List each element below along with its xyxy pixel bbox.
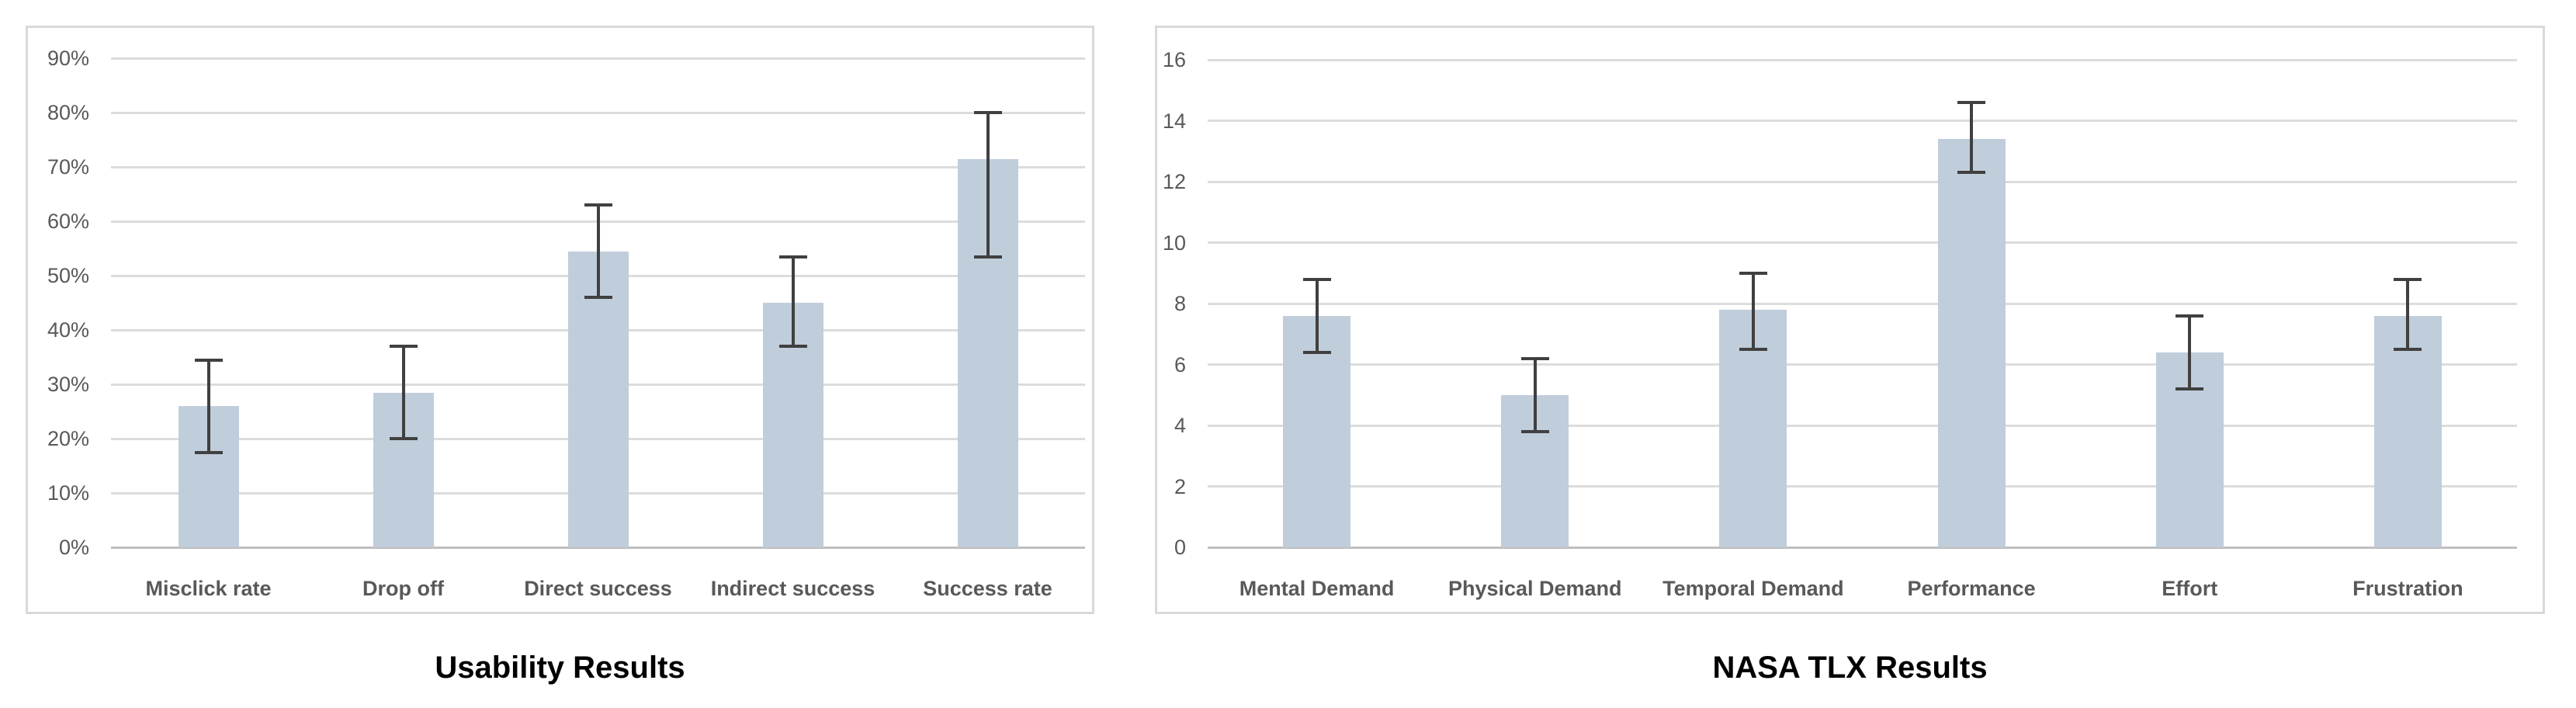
x-category-label-success-rate: Success rate [923,577,1052,600]
error-bar-cap [584,296,612,299]
error-bar-effort [2188,315,2192,389]
error-bar-cap [1302,350,1331,354]
usability-chart-title: Usability Results [435,651,685,685]
gridline [1208,241,2517,244]
x-category-label-physical-demand: Physical Demand [1447,577,1622,600]
bar-frustration [2374,315,2442,547]
error-bar-cap [2176,387,2204,390]
error-bar-cap [2176,314,2204,318]
error-bar-cap [389,437,418,440]
error-bar-cap [973,255,1002,259]
error-bar-cap [1957,171,1986,175]
usability-chart-plot-box: 0% 10% 20% 30% 40% 50% 60% 70% 80% 90% Misclick ra… [26,26,1094,614]
error-bar-success-rate [986,113,990,257]
nasa-tlx-chart-plot-box: 0 2 4 6 8 10 12 14 16 Mental Demand Physical Deman… [1155,26,2545,614]
gridline [1208,58,2517,61]
error-bar-mental-demand [1315,279,1319,352]
error-bar-performance [1970,102,1974,173]
y-tick-label: 2 [1174,474,1186,498]
y-tick-label: 50% [47,264,89,287]
error-bar-direct-success [596,205,600,297]
error-bar-cap [1520,429,1549,433]
error-bar-misclick-rate [206,359,210,453]
gridline [111,111,1085,114]
gridline [1208,363,2517,366]
error-bar-cap [389,345,418,348]
x-category-label-drop-off: Drop off [362,577,444,600]
gridline [111,165,1085,168]
y-tick-label: 6 [1174,352,1186,377]
y-tick-label: 4 [1174,414,1186,437]
x-category-label-frustration: Frustration [2352,577,2463,600]
y-tick-label: 80% [47,101,89,124]
y-tick-label: 30% [47,373,89,396]
error-bar-cap [2394,277,2422,281]
gridline [111,57,1085,60]
error-bar-cap [2394,347,2422,351]
error-bar-cap [1302,277,1331,281]
error-bar-cap [973,111,1002,114]
error-bar-cap [1957,100,1986,104]
y-tick-label: 0 [1174,536,1186,559]
error-bar-cap [1520,356,1549,360]
error-bar-cap [778,345,807,348]
error-bar-temporal-demand [1751,272,1755,349]
x-category-label-mental-demand: Mental Demand [1239,577,1395,600]
error-bar-physical-demand [1533,358,1537,432]
error-bar-frustration [2406,279,2410,349]
y-tick-label: 16 [1162,48,1186,71]
gridline [1208,120,2517,122]
x-category-label-indirect-success: Indirect success [710,577,875,600]
error-bar-cap [194,358,223,362]
y-tick-label: 12 [1162,170,1186,193]
error-bar-cap [584,203,612,206]
bar-performance [1938,139,2006,547]
y-tick-label: 90% [47,47,89,70]
y-tick-label: 70% [47,155,89,179]
x-category-label-effort: Effort [2162,577,2218,600]
error-bar-cap [194,450,223,454]
y-tick-label: 14 [1162,109,1186,133]
bar-mental-demand [1283,315,1350,547]
x-axis-line [1208,546,2517,549]
error-bar-cap [1739,271,1767,275]
y-tick-label: 10% [47,481,89,505]
y-tick-label: 20% [47,427,89,450]
gridline [1208,485,2517,488]
x-category-label-performance: Performance [1907,577,2036,600]
y-tick-label: 8 [1174,292,1186,315]
gridline [1208,424,2517,427]
error-bar-indirect-success [791,256,795,346]
nasa-tlx-chart-title: NASA TLX Results [1712,651,1988,685]
error-bar-cap [778,255,807,259]
x-category-label-direct-success: Direct success [524,577,672,600]
gridline [1208,302,2517,305]
x-category-label-temporal-demand: Temporal Demand [1662,577,1844,600]
y-tick-label: 60% [47,210,89,233]
x-axis-line [111,546,1085,549]
gridline [1208,180,2517,183]
y-tick-label: 10 [1162,231,1186,255]
y-tick-label: 40% [47,318,89,342]
y-tick-label: 0% [58,536,89,559]
error-bar-drop-off [401,346,405,439]
error-bar-cap [1739,347,1767,351]
bar-direct-success [568,251,629,547]
x-category-label-misclick-rate: Misclick rate [145,577,272,600]
